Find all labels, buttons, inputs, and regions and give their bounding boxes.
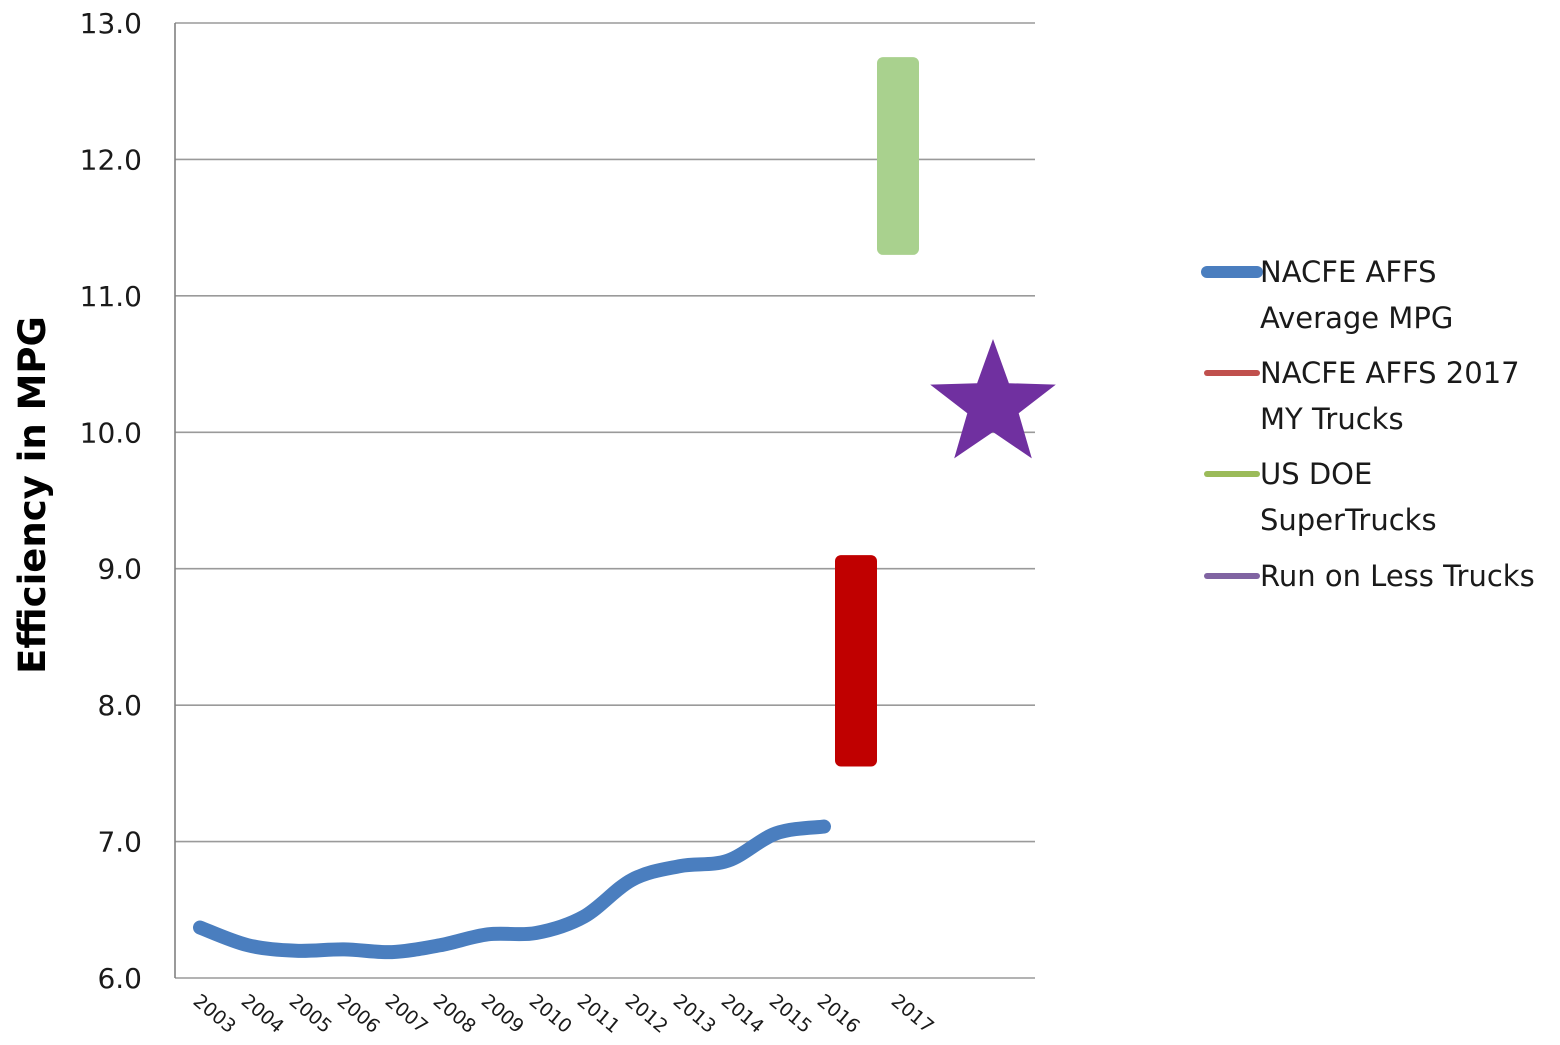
y-tick-label: 13.0 [80, 7, 142, 40]
legend-entry: NACFE AFFS 2017 MY Trucks [1204, 356, 1520, 436]
x-tick-label: 2007 [381, 990, 432, 1038]
data-point [679, 865, 681, 867]
y-tick-label: 7.0 [97, 826, 142, 859]
legend-entry: Run on Less Trucks [1204, 559, 1535, 593]
x-tick-label: 2012 [621, 990, 672, 1038]
data-point [199, 927, 201, 929]
x-tick-label: 2014 [717, 990, 768, 1038]
y-tick-label: 8.0 [97, 689, 142, 722]
data-point [391, 951, 393, 953]
x-tick-label: 2016 [813, 990, 864, 1038]
legend-entry: NACFE AFFS Average MPG [1201, 255, 1453, 335]
data-point [343, 948, 345, 950]
x-tick-label: 2017 [887, 990, 938, 1038]
y-tick-label: 10.0 [80, 416, 142, 449]
y-tick-label: 12.0 [80, 143, 142, 176]
legend-label: SuperTrucks [1260, 503, 1437, 537]
series-layer [193, 57, 1056, 960]
x-axis-ticks: 2003200420052006200720082009201020112012… [189, 990, 938, 1038]
data-point [439, 944, 441, 946]
y-axis-ticks: 6.0 7.0 8.0 9.0 10.0 11.0 12.0 13.0 [80, 7, 142, 995]
x-tick-label: 2008 [429, 990, 480, 1038]
legend-label: Average MPG [1260, 301, 1453, 335]
data-point [823, 826, 825, 828]
y-axis-label: Efficiency in MPG [11, 316, 54, 674]
legend: NACFE AFFS Average MPG NACFE AFFS 2017 MY T… [1201, 255, 1535, 593]
y-tick-label: 11.0 [80, 280, 142, 313]
data-point [295, 950, 297, 952]
legend-label: NACFE AFFS [1260, 255, 1437, 289]
data-point [487, 933, 489, 935]
data-point [583, 916, 585, 918]
x-tick-label: 2015 [765, 990, 816, 1038]
x-tick-label: 2005 [285, 990, 336, 1038]
star-marker-run-on-less [930, 339, 1056, 459]
x-tick-label: 2013 [669, 990, 720, 1038]
data-point [631, 879, 633, 881]
range-bar-nacfe-2017-my [835, 555, 877, 767]
legend-label: US DOE [1260, 457, 1372, 491]
legend-label: NACFE AFFS 2017 [1260, 356, 1520, 390]
x-tick-label: 2009 [477, 990, 528, 1038]
x-tick-label: 2003 [189, 990, 240, 1038]
legend-label: MY Trucks [1260, 402, 1404, 436]
data-point [247, 944, 249, 946]
series-line-nacfe-affs-average [193, 819, 831, 960]
legend-label: Run on Less Trucks [1260, 559, 1535, 593]
x-tick-label: 2006 [333, 990, 384, 1038]
data-point [535, 932, 537, 934]
y-tick-label: 9.0 [97, 553, 142, 586]
x-tick-label: 2010 [525, 990, 576, 1038]
legend-entry: US DOE SuperTrucks [1204, 457, 1437, 537]
gridlines [174, 22, 1035, 979]
range-bar-us-doe-supertrucks [877, 57, 919, 255]
x-tick-label: 2011 [573, 990, 624, 1038]
x-tick-label: 2004 [237, 990, 288, 1038]
data-point [775, 832, 777, 834]
data-point [727, 860, 729, 862]
y-tick-label: 6.0 [97, 962, 142, 995]
